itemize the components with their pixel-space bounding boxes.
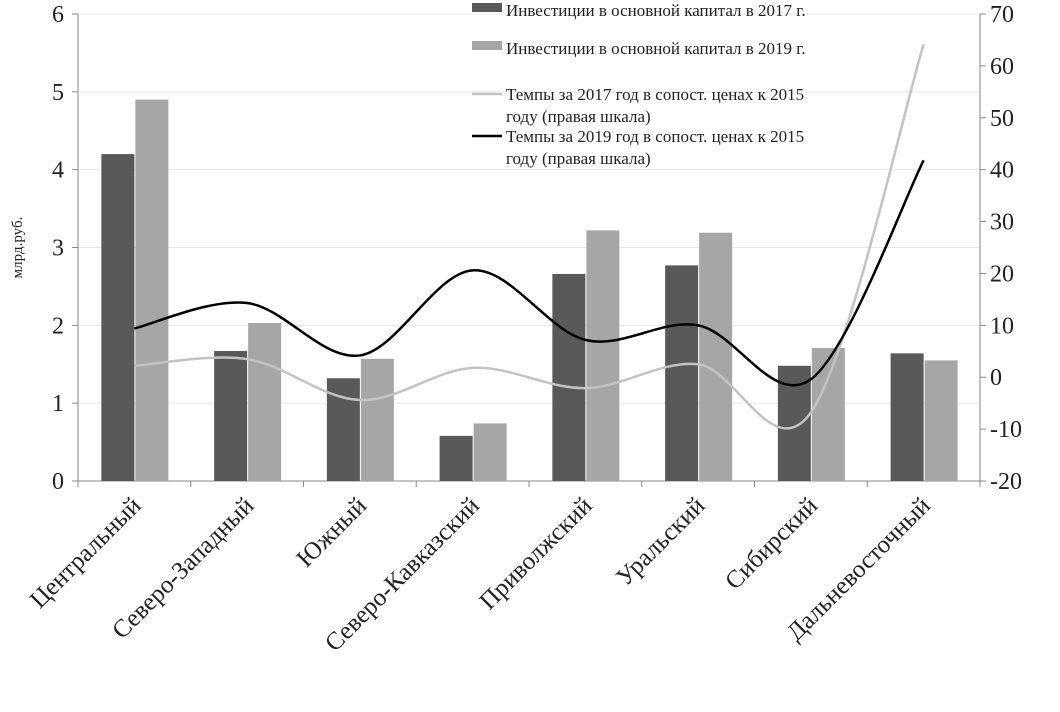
bar (473, 423, 507, 481)
category-label: Приволжский (475, 492, 598, 615)
y2-tick-label: 70 (990, 2, 1014, 28)
legend-label: Инвестиции в основной капитал в 2017 г. (506, 1, 806, 20)
y2-tick-label: 10 (990, 313, 1014, 339)
category-label: Уральский (611, 492, 710, 591)
series-line (134, 43, 925, 430)
legend-swatch (472, 41, 502, 50)
y2-tick-label: -10 (990, 417, 1022, 443)
bar (811, 347, 845, 481)
bar (439, 435, 473, 481)
category-label: Южный (292, 492, 372, 572)
series-line (134, 159, 925, 387)
y2-tick-label: 30 (990, 210, 1014, 236)
category-label: Центральный (25, 492, 147, 614)
y2-tick-label: 20 (990, 261, 1014, 287)
bar (360, 358, 394, 481)
y2-tick-label: 60 (990, 54, 1014, 80)
y2-tick-label: 0 (990, 365, 1002, 391)
y2-tick-label: -20 (990, 469, 1022, 495)
y-tick-label: 0 (52, 469, 64, 495)
legend-label: Темпы за 2019 год в сопост. ценах к 2015 (506, 127, 804, 146)
y2-tick-label: 40 (990, 158, 1014, 184)
y-axis-label: млрд.руб. (10, 217, 26, 279)
legend-label: Инвестиции в основной капитал в 2019 г. (506, 39, 806, 58)
y-tick-label: 1 (52, 391, 64, 417)
legend-label-cont: году (правая шкала) (506, 149, 651, 168)
y-tick-label: 2 (52, 313, 64, 339)
legend-swatch (472, 3, 502, 12)
legend-label: Темпы за 2017 год в сопост. ценах к 2015 (506, 85, 804, 104)
bar (890, 353, 924, 481)
bar (101, 154, 135, 481)
category-label: Сибирский (720, 492, 823, 595)
legend-label-cont: году (правая шкала) (506, 107, 651, 126)
bar (214, 351, 248, 481)
bar (135, 99, 169, 481)
bar (665, 265, 699, 481)
bar (248, 322, 282, 481)
y2-tick-label: 50 (990, 106, 1014, 132)
bar (552, 273, 586, 481)
bar (699, 232, 733, 481)
bar (924, 360, 958, 481)
y-tick-label: 5 (52, 80, 64, 106)
y-tick-label: 4 (52, 158, 64, 184)
y-tick-label: 6 (52, 2, 64, 28)
y-tick-label: 3 (52, 236, 64, 262)
bar (586, 230, 620, 481)
